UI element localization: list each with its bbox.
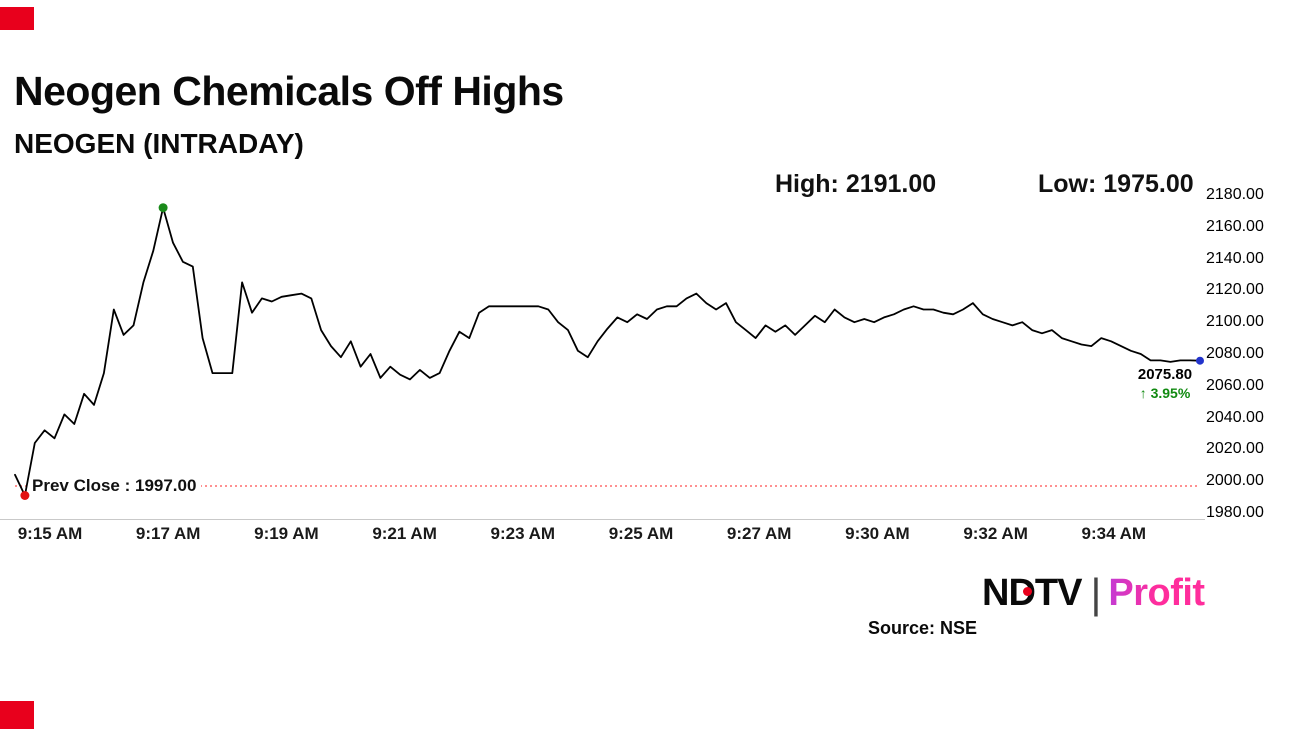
y-tick-label: 2180.00	[1206, 186, 1264, 203]
y-tick-label: 2160.00	[1206, 217, 1264, 235]
logo-separator: |	[1090, 570, 1102, 617]
x-tick-label: 9:32 AM	[963, 524, 1028, 543]
x-tick-label: 9:17 AM	[135, 524, 201, 543]
y-tick-label: 2080.00	[1206, 345, 1264, 362]
y-tick-label: 2040.00	[1206, 408, 1264, 426]
y-tick-label: 2000.00	[1206, 472, 1264, 490]
x-axis-labels: 9:15 AM 9:17 AM 9:19 AM 9:21 AM 9:23 AM 9:25 …	[0, 524, 1296, 548]
y-tick-label: 2020.00	[1206, 440, 1264, 458]
low-dot	[20, 491, 30, 500]
x-tick-label: 9:15 AM	[17, 524, 83, 543]
y-tick-label: 1980.00	[1206, 504, 1264, 521]
last-price-callout: 2075.80 ↑ 3.95%	[1124, 366, 1206, 401]
last-price-dot	[1196, 356, 1204, 365]
ndtv-logo-dot	[1023, 587, 1032, 596]
y-tick-label: 2100.00	[1206, 313, 1264, 331]
x-tick-label: 9:34 AM	[1081, 524, 1147, 543]
ndtv-logo-text: NDTV	[982, 572, 1082, 614]
source-attribution: Source: NSE	[868, 618, 978, 638]
corner-accent-bottom	[0, 701, 34, 729]
page-title: Neogen Chemicals Off Highs	[14, 68, 564, 114]
y-tick-label: 2140.00	[1206, 249, 1264, 267]
x-tick-label: 9:30 AM	[845, 524, 910, 543]
last-price: 2075.80	[1137, 366, 1193, 383]
high-value-label: High: 2191.00	[775, 170, 937, 198]
low-value-label: Low: 1975.00	[1038, 170, 1194, 198]
symbol-subtitle: NEOGEN (INTRADAY)	[14, 128, 304, 159]
x-tick-label: 9:23 AM	[490, 524, 556, 543]
x-tick-label: 9:27 AM	[726, 524, 792, 543]
y-tick-label: 2120.00	[1206, 281, 1264, 299]
x-tick-label: 9:25 AM	[608, 524, 674, 543]
high-dot	[158, 203, 168, 213]
x-tick-label: 9:19 AM	[254, 524, 319, 543]
prev-close-label: Prev Close : 1997.00	[30, 475, 202, 497]
change-percent: ↑ 3.95%	[1139, 385, 1191, 401]
y-tick-label: 2060.00	[1206, 376, 1264, 394]
y-axis-labels: 2180.00 2160.00 2140.00 2120.00 2100.00 2080.…	[1206, 0, 1286, 729]
price-line	[14, 206, 1201, 497]
corner-accent-top	[0, 7, 34, 30]
ndtv-profit-logo: NDTV | Profit	[982, 570, 1205, 618]
x-tick-label: 9:21 AM	[372, 524, 437, 543]
profit-logo-text: Profit	[1108, 572, 1205, 614]
